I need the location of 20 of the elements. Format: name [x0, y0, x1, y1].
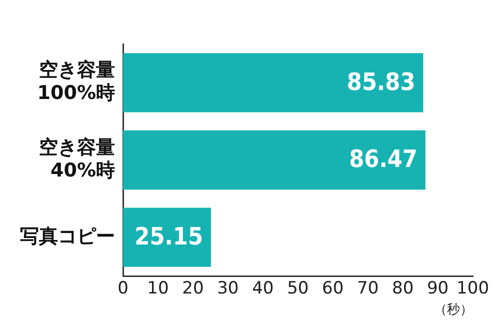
- x-tick-label: 80: [392, 278, 414, 299]
- x-tick-label: 30: [217, 278, 239, 299]
- x-axis-title: （秒）: [434, 302, 473, 318]
- x-tick-label: 10: [147, 278, 169, 299]
- x-tick-label: 100: [456, 278, 490, 299]
- y-tick-label: 写真コピー: [20, 225, 115, 248]
- x-tick-label: 60: [322, 278, 344, 299]
- data-label: 85.83: [346, 68, 416, 96]
- data-label: 25.15: [134, 222, 203, 251]
- data-label: 86.47: [349, 145, 418, 174]
- x-tick-label: 50: [287, 278, 309, 299]
- x-tick-label: 70: [357, 278, 379, 299]
- x-tick-label: 20: [182, 278, 204, 299]
- x-tick-label: 40: [252, 278, 274, 299]
- bar: [123, 53, 424, 112]
- x-tick-label: 0: [118, 278, 128, 299]
- y-tick-label: 空き容量 40%時: [39, 136, 115, 182]
- y-tick-label: 空き容量 100%時: [37, 59, 115, 104]
- bar: [123, 130, 426, 190]
- x-tick-label: 90: [426, 278, 449, 299]
